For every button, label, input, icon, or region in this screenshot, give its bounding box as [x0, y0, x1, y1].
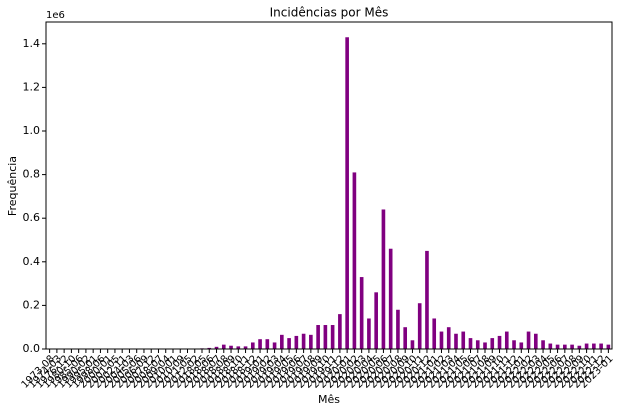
- bar: [526, 331, 531, 349]
- bar: [287, 338, 291, 349]
- bar: [272, 342, 277, 349]
- bar: [236, 346, 241, 349]
- bar: [533, 333, 538, 349]
- y-tick-label: 1.2: [23, 80, 41, 93]
- bar: [599, 343, 603, 349]
- bar: [316, 325, 320, 349]
- bar: [417, 303, 422, 349]
- bar: [454, 333, 458, 349]
- bar: [497, 335, 502, 349]
- y-tick-label: 0.0: [23, 342, 41, 355]
- bar: [541, 340, 545, 349]
- bar: [396, 309, 400, 349]
- bar: [359, 277, 364, 349]
- offset-label: 1e6: [46, 10, 65, 21]
- bar: [258, 339, 262, 349]
- bar: [403, 327, 408, 349]
- bar: [584, 343, 589, 349]
- bar: [345, 37, 349, 349]
- bar: [439, 331, 444, 349]
- bar: [374, 292, 378, 349]
- y-tick-label: 1.0: [23, 124, 41, 137]
- bar: [504, 331, 509, 349]
- bar: [330, 325, 335, 349]
- bar: [512, 340, 516, 349]
- bar: [468, 338, 473, 349]
- bar: [250, 342, 255, 349]
- bar: [388, 248, 393, 349]
- bar: [323, 325, 328, 349]
- bar: [367, 318, 371, 349]
- bar: [548, 343, 553, 349]
- bar: [229, 345, 233, 349]
- y-tick-label: 0.6: [23, 211, 41, 224]
- bar: [425, 250, 429, 349]
- bar: [338, 314, 342, 349]
- bar: [475, 340, 480, 349]
- bar: [606, 344, 611, 349]
- y-axis-label: Frequência: [6, 156, 19, 216]
- bar: [221, 344, 226, 349]
- bar: [555, 344, 560, 349]
- bar: [352, 172, 357, 349]
- bar: [490, 338, 495, 349]
- plot-frame: [45, 21, 613, 350]
- y-tick-label: 0.4: [23, 255, 41, 268]
- y-tick-label: 1.4: [23, 37, 41, 50]
- bar: [265, 339, 270, 349]
- bar: [577, 345, 582, 349]
- x-axis-label: Mês: [318, 393, 340, 406]
- bar: [446, 327, 451, 349]
- chart-title: Incidências por Mês: [270, 6, 389, 20]
- bar: [432, 318, 437, 349]
- bar: [280, 334, 284, 349]
- y-tick-label: 0.2: [23, 298, 41, 311]
- bar: [519, 342, 524, 349]
- bar: [570, 344, 574, 349]
- bar: [563, 344, 567, 349]
- bar: [461, 331, 466, 349]
- bar: [592, 343, 596, 349]
- bar: [483, 342, 487, 349]
- bar: [243, 346, 248, 349]
- bar: [214, 346, 219, 349]
- bar: [309, 334, 313, 349]
- y-tick-label: 0.8: [23, 168, 41, 181]
- bar: [294, 335, 299, 349]
- bar: [207, 347, 212, 349]
- bar: [381, 209, 386, 349]
- bar: [410, 340, 415, 349]
- bar: [301, 333, 306, 349]
